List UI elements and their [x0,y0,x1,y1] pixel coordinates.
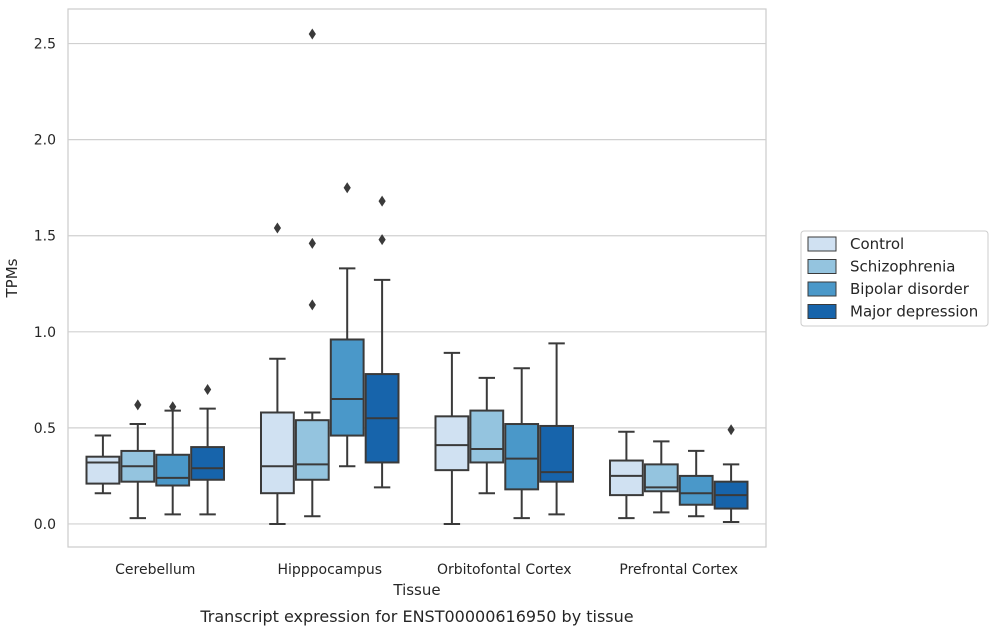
y-tick-label: 0.0 [34,517,56,533]
x-axis-label: Tissue [392,581,440,599]
box-body [539,424,575,483]
box-2-1 [469,376,505,495]
box-0-0 [85,434,121,495]
box-body [155,453,191,487]
box-body [294,419,330,481]
y-tick-label: 0.5 [34,421,56,437]
legend-label: Bipolar disorder [850,280,970,298]
box-3-0 [608,430,644,520]
y-tick-label: 1.0 [34,325,56,341]
box-body [504,423,540,491]
legend-swatch [807,236,837,252]
box-body [259,411,295,495]
y-axis-label: TPMs [3,258,21,298]
box-1-0 [259,222,295,525]
legend-swatch [807,281,837,297]
x-tick-label: Hipppocampus [277,562,382,578]
outlier-point [308,28,316,40]
x-tick-labels: Cerebellum Hipppocampus Orbitofontal Corte… [115,562,738,578]
y-tick-labels: 0.0 0.5 1.0 1.5 2.0 2.5 [34,37,56,533]
outlier-point [378,195,386,207]
outlier-point [134,399,142,411]
chart-caption: Transcript expression for ENST0000061695… [199,607,633,626]
box-3-2 [678,449,714,518]
outlier-point [308,237,316,249]
box-body [469,409,505,464]
y-tick-label: 2.5 [34,37,56,53]
x-tick-label: Prefrontal Cortex [619,562,738,578]
box-body [434,415,470,472]
box-body [329,338,365,437]
box-body [190,446,226,481]
box-body [678,474,714,506]
box-2-3 [539,342,575,516]
grid-lines [68,42,766,525]
outlier-point [727,424,735,436]
legend-swatch [807,259,837,274]
outlier-point [308,299,316,311]
legend-swatch [807,304,837,319]
box-0-1 [120,399,156,520]
y-tick-label: 1.5 [34,229,56,245]
outlier-point [169,401,177,413]
box-0-3 [190,383,226,516]
x-tick-label: Cerebellum [115,562,195,578]
boxes [85,28,749,525]
legend-frame [800,230,989,327]
outlier-point [378,234,386,246]
outlier-point [204,383,212,395]
box-0-2 [155,401,191,516]
box-3-3 [713,424,749,524]
legend: Control Schizophrenia Bipolar disorder Majo… [800,230,989,327]
legend-label: Schizophrenia [850,258,955,276]
box-1-1 [294,28,330,518]
legend-label: Major depression [850,303,978,321]
outlier-point [343,182,351,194]
box-2-0 [434,351,470,525]
box-3-1 [643,440,679,514]
box-2-2 [504,367,540,520]
outlier-point [273,222,281,234]
box-body [85,455,121,485]
box-body [608,459,644,497]
legend-label: Control [850,235,904,253]
box-1-2 [329,182,365,468]
x-tick-label: Orbitofontal Cortex [437,562,572,578]
y-tick-label: 2.0 [34,133,56,149]
box-1-3 [364,195,400,489]
